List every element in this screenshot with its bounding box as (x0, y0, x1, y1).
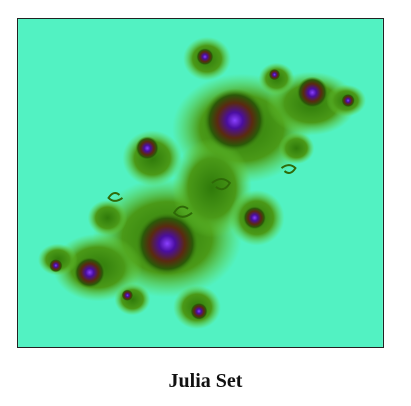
figure-caption: Julia Set (0, 370, 411, 393)
julia-set-image (17, 18, 384, 348)
julia-set-graphic (18, 19, 383, 347)
